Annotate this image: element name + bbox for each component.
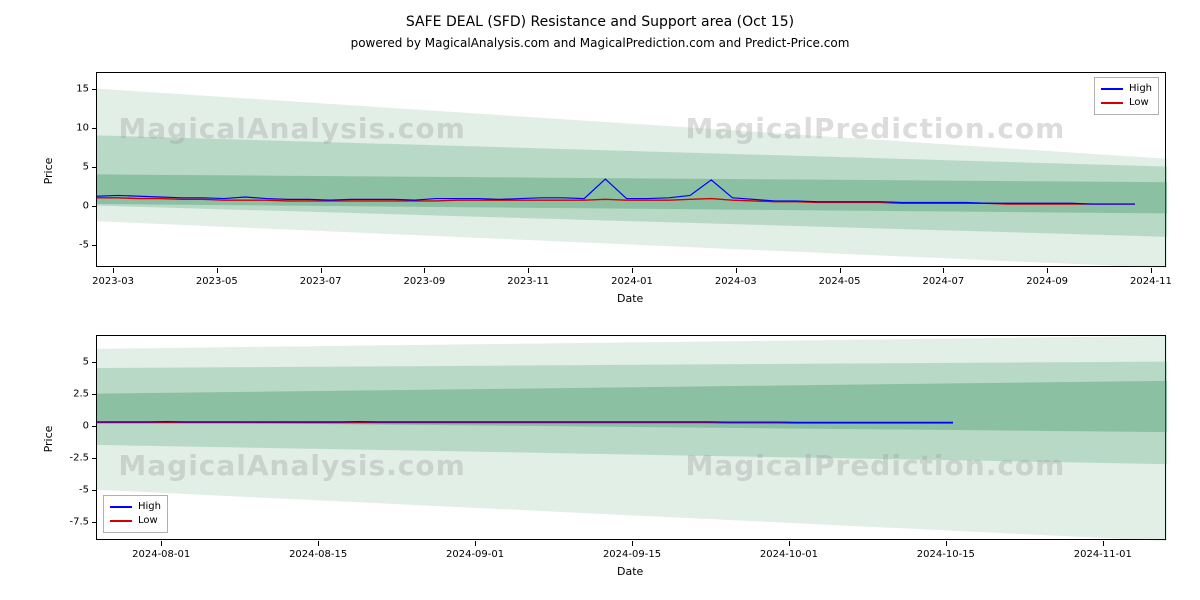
y-tick-label: -5: [57, 484, 89, 495]
y-tick-label: -7.5: [57, 516, 89, 527]
y-tick: [92, 490, 97, 491]
y-tick: [92, 245, 97, 246]
x-tick-label: 2024-01: [611, 276, 653, 287]
x-tick: [789, 541, 790, 546]
legend: HighLow: [1094, 77, 1159, 115]
x-tick-label: 2024-09-15: [603, 549, 661, 560]
x-tick: [736, 268, 737, 273]
y-tick-label: 0: [57, 420, 89, 431]
legend-label: Low: [1129, 96, 1149, 110]
y-tick: [92, 167, 97, 168]
y-tick: [92, 206, 97, 207]
x-tick-label: 2024-07: [922, 276, 964, 287]
y-tick: [92, 458, 97, 459]
x-tick: [321, 268, 322, 273]
legend-item: High: [110, 500, 161, 514]
y-tick: [92, 128, 97, 129]
x-tick: [943, 268, 944, 273]
legend-label: Low: [138, 514, 158, 528]
y-tick-label: 10: [57, 122, 89, 133]
legend-swatch: [110, 506, 132, 508]
y-tick-label: -5: [57, 239, 89, 250]
x-tick-label: 2023-09: [404, 276, 446, 287]
x-tick-label: 2024-09: [1026, 276, 1068, 287]
y-tick: [92, 426, 97, 427]
x-axis-label: Date: [617, 292, 643, 305]
x-tick-label: 2023-03: [92, 276, 134, 287]
series-high: [97, 422, 953, 423]
y-tick-label: 5: [57, 161, 89, 172]
price-lines: [97, 336, 1167, 541]
chart-panel-top: MagicalAnalysis.comMagicalPrediction.com…: [96, 72, 1166, 267]
legend-label: High: [1129, 82, 1152, 96]
figure: SAFE DEAL (SFD) Resistance and Support a…: [0, 0, 1200, 600]
y-tick-label: 15: [57, 83, 89, 94]
y-axis-label: Price: [42, 425, 55, 452]
legend-item: Low: [1101, 96, 1152, 110]
x-tick: [475, 541, 476, 546]
x-tick-label: 2024-11-01: [1074, 549, 1132, 560]
x-tick-label: 2024-10-01: [760, 549, 818, 560]
x-tick: [946, 541, 947, 546]
x-tick: [1151, 268, 1152, 273]
x-tick: [528, 268, 529, 273]
x-tick: [840, 268, 841, 273]
x-tick: [1047, 268, 1048, 273]
x-tick: [113, 268, 114, 273]
y-tick-label: 0: [57, 200, 89, 211]
legend-swatch: [110, 520, 132, 522]
x-tick-label: 2024-10-15: [917, 549, 975, 560]
x-tick-label: 2023-05: [196, 276, 238, 287]
x-tick: [424, 268, 425, 273]
x-tick-label: 2024-08-15: [289, 549, 347, 560]
x-tick-label: 2024-08-01: [132, 549, 190, 560]
x-tick-label: 2023-11: [507, 276, 549, 287]
x-tick: [318, 541, 319, 546]
x-tick: [217, 268, 218, 273]
y-tick: [92, 522, 97, 523]
x-tick-label: 2024-09-01: [446, 549, 504, 560]
x-tick: [161, 541, 162, 546]
x-tick-label: 2024-05: [819, 276, 861, 287]
figure-title: SAFE DEAL (SFD) Resistance and Support a…: [0, 14, 1200, 30]
y-tick-label: -2.5: [57, 452, 89, 463]
legend: HighLow: [103, 495, 168, 533]
legend-swatch: [1101, 88, 1123, 90]
legend-label: High: [138, 500, 161, 514]
legend-item: High: [1101, 82, 1152, 96]
x-tick: [632, 268, 633, 273]
price-lines: [97, 73, 1167, 268]
y-tick-label: 5: [57, 356, 89, 367]
figure-subtitle: powered by MagicalAnalysis.com and Magic…: [0, 36, 1200, 50]
legend-swatch: [1101, 102, 1123, 104]
y-tick: [92, 362, 97, 363]
x-tick-label: 2024-03: [715, 276, 757, 287]
x-tick: [1103, 541, 1104, 546]
chart-panel-bottom: MagicalAnalysis.comMagicalPrediction.com…: [96, 335, 1166, 540]
legend-item: Low: [110, 514, 161, 528]
y-tick-label: 2.5: [57, 388, 89, 399]
x-tick: [632, 541, 633, 546]
y-tick: [92, 89, 97, 90]
y-axis-label: Price: [42, 157, 55, 184]
x-tick-label: 2024-11: [1130, 276, 1172, 287]
y-tick: [92, 394, 97, 395]
x-tick-label: 2023-07: [300, 276, 342, 287]
x-axis-label: Date: [617, 565, 643, 578]
